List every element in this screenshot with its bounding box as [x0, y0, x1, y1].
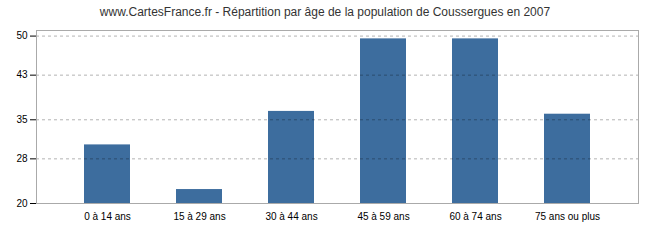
svg-text:35: 35 [16, 114, 28, 125]
svg-text:50: 50 [16, 30, 28, 41]
svg-text:20: 20 [16, 198, 28, 209]
svg-text:60 à 74 ans: 60 à 74 ans [449, 211, 501, 222]
svg-text:30 à 44 ans: 30 à 44 ans [265, 211, 317, 222]
html-text:www.CartesFrance.fr - Répartit: www.CartesFrance.fr - Répartition par âg… [99, 5, 551, 19]
svg-text:75 ans ou plus: 75 ans ou plus [535, 211, 600, 222]
svg-text:0 à 14 ans: 0 à 14 ans [84, 211, 131, 222]
svg-text:28: 28 [16, 153, 28, 164]
svg-text:43: 43 [16, 69, 28, 80]
svg-text:45 à 59 ans: 45 à 59 ans [357, 211, 409, 222]
svg-text:15 à 29 ans: 15 à 29 ans [173, 211, 225, 222]
